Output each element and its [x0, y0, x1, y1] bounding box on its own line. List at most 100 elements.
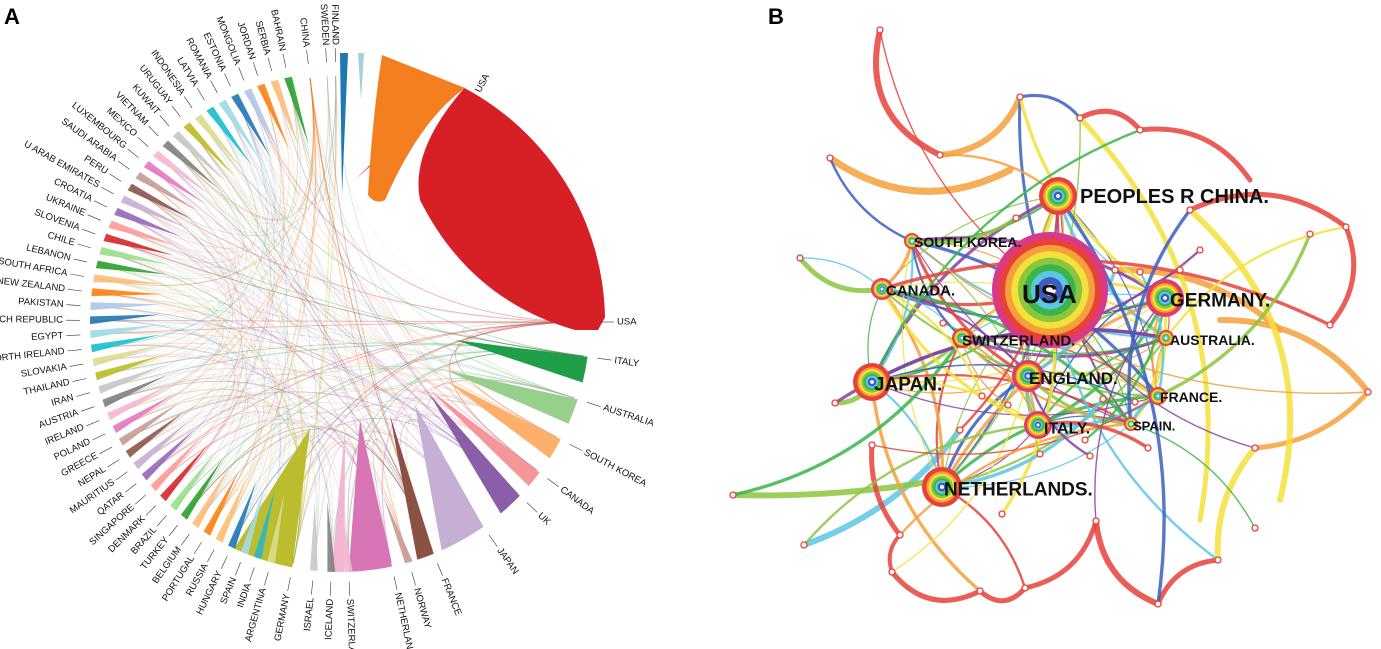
network-edge [731, 336, 964, 497]
chord-tick [249, 567, 255, 581]
chord-label-switzerland: SWITZERLAND [344, 599, 357, 649]
chord-tick [80, 406, 95, 412]
chord-tick [70, 273, 85, 277]
chord-ribbon-luxembourg [143, 161, 205, 204]
network-node-minor [1176, 266, 1184, 274]
chord-link [95, 344, 251, 523]
chord-link [95, 77, 314, 349]
chord-label-france: FRANCE [439, 577, 464, 617]
chord-tick [94, 200, 107, 208]
chord-link [97, 278, 239, 496]
chord-ribbon-vietnam [162, 140, 219, 189]
network-node-minor [1021, 584, 1029, 592]
network-node-minor [1144, 444, 1152, 452]
chord-ribbon-latvia [206, 106, 252, 166]
network-node-minor [1081, 436, 1089, 444]
chord-label-finland: FINLAND [329, 4, 341, 45]
node-core [960, 336, 964, 340]
node-label-southkorea: SOUTH KOREA. [914, 234, 1021, 250]
node-label-italy: ITALY. [1044, 421, 1090, 438]
chord-link [188, 127, 537, 471]
chord-tick [168, 524, 178, 537]
chord-ribbon-croatia [114, 207, 182, 237]
chord-tick [238, 67, 245, 81]
network-node-minor [976, 587, 984, 595]
chord-tick [311, 580, 314, 595]
chord-ribbon-poland [112, 393, 175, 434]
chord-ribbon-serbia [270, 79, 299, 147]
node-label-usa: USA [1022, 279, 1077, 309]
chord-link [112, 93, 276, 416]
chord-tick [282, 53, 287, 68]
chord-ribbon-switzerland [331, 430, 345, 573]
chord-link [132, 188, 265, 538]
chord-ribbon-bahrain [284, 76, 309, 145]
network-edge [940, 397, 1105, 489]
chord-link [107, 188, 231, 403]
chord-link [147, 321, 587, 476]
chord-link [117, 77, 314, 429]
chord-link [94, 333, 266, 544]
network-node-minor [1251, 444, 1259, 452]
chord-label-chile: CHILE [46, 230, 76, 249]
network-edge [1327, 224, 1357, 328]
network-edge [1018, 93, 1082, 120]
chord-link [288, 77, 322, 202]
chord-link [125, 200, 587, 323]
chord-link [93, 320, 575, 399]
chord-link [117, 395, 332, 568]
chord-tick [67, 349, 82, 352]
chord-ribbon-france [390, 415, 434, 560]
chord-label-israel: ISRAEL [302, 597, 316, 632]
network-labels: USA PEOPLES R CHINA. GERMANY. NETHERLANDS. J… [874, 186, 1270, 501]
chord-link [108, 238, 584, 357]
network-edge [1127, 208, 1192, 426]
chord-ribbon-romania [218, 99, 261, 161]
chord-ribbon-sweden [358, 53, 364, 100]
network-edge [889, 569, 983, 603]
chord-link [220, 77, 317, 538]
chord-tick [252, 62, 258, 76]
chord-tick [348, 581, 350, 596]
network-edge [1093, 518, 1161, 607]
chord-link [95, 145, 240, 349]
chord-tick [107, 459, 120, 468]
chord-link [248, 93, 587, 323]
chord-tick [137, 136, 149, 147]
network-node-australia [1158, 330, 1174, 346]
chord-tick [597, 357, 612, 361]
chord-tick [220, 556, 228, 570]
network-edge [870, 373, 1133, 426]
chord-link [95, 155, 236, 298]
chord-ribbon-hungary [228, 481, 257, 549]
chord-link [236, 98, 320, 567]
chord-link [97, 98, 268, 363]
chord-link [94, 306, 242, 506]
chord-ribbon-singapore [150, 436, 202, 492]
network-node-minor [1016, 93, 1024, 101]
chord-tick [184, 96, 193, 109]
chord-tick [115, 471, 128, 481]
chord-link [261, 88, 409, 559]
chord-tick [267, 57, 272, 72]
chord-link [94, 321, 587, 335]
network-edge [1077, 115, 1211, 523]
network-edge [910, 239, 1030, 378]
node-core [1026, 374, 1030, 378]
chord-ribbon-iceland [327, 501, 336, 572]
chord-tick [145, 505, 157, 516]
chord-link [132, 75, 337, 236]
chord-ribbon-jordan [257, 83, 289, 150]
network-node-minor [826, 154, 834, 162]
network-edge [1214, 445, 1258, 563]
chord-link [113, 225, 584, 357]
node-core [1164, 336, 1168, 340]
chord-label-netherlands: NETHERLANDS [392, 592, 417, 649]
network-node-spain [1124, 417, 1138, 431]
node-core [880, 287, 884, 291]
network-node-minor [729, 491, 737, 499]
chord-link [108, 111, 258, 263]
chord-tick [325, 48, 327, 63]
chord-ribbon-slovakia [92, 344, 162, 367]
chord-ribbon-spain [240, 485, 266, 555]
